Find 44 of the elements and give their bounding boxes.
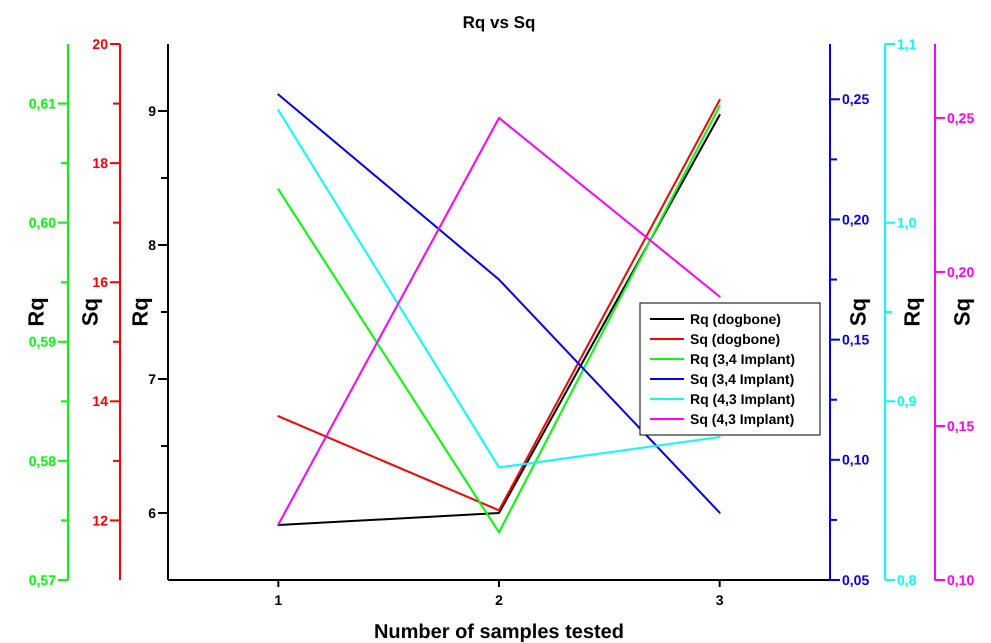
y-tick-label: 0,20: [842, 211, 870, 228]
y2-tick-label: 12: [92, 512, 108, 528]
y3-tick-label: 0,58: [28, 452, 56, 469]
legend-label: Sq (3,4 Implant): [690, 370, 794, 387]
x-axis-title: Number of samples tested: [374, 621, 624, 643]
y2-tick-label: 1,1: [897, 36, 917, 52]
x-tick-label: 2: [495, 592, 504, 608]
y3-axis-title: Sq: [950, 298, 975, 326]
y3-tick-label: 0,10: [947, 572, 974, 588]
y3-tick-label: 0,60: [28, 214, 56, 231]
y-tick-label: 0,15: [842, 332, 870, 348]
y-tick-label: 0,10: [842, 452, 870, 468]
legend-label: Rq (dogbone): [690, 310, 781, 327]
legend-label: Rq (3,4 Implant): [690, 350, 796, 367]
y-tick-label: 0,05: [842, 572, 870, 588]
y3-tick-label: 0,57: [28, 572, 56, 588]
y-axis-title: Rq: [128, 297, 153, 327]
y2-tick-label: 16: [92, 274, 108, 290]
y3-tick-label: 0,20: [947, 264, 974, 280]
y-tick-label: 6: [148, 504, 156, 521]
y-tick-label: 8: [148, 236, 156, 253]
y2-tick-label: 18: [92, 155, 108, 172]
y-axis-title: Sq: [846, 298, 871, 326]
chart-title: Rq vs Sq: [462, 13, 536, 32]
legend-label: Sq (dogbone): [690, 330, 780, 347]
y-tick-label: 7: [148, 370, 156, 387]
y3-tick-label: 0,61: [28, 95, 56, 112]
y2-tick-label: 0,8: [897, 572, 917, 588]
legend-label: Rq (4,3 Implant): [690, 390, 796, 407]
y2-axis-title: Sq: [78, 298, 103, 326]
y2-tick-label: 1,0: [897, 214, 917, 231]
y2-tick-label: 0,9: [897, 393, 917, 410]
y3-tick-label: 0,15: [947, 418, 974, 434]
y-tick-label: 0,25: [842, 91, 870, 108]
y3-tick-label: 0,25: [947, 110, 974, 126]
y2-tick-label: 14: [92, 393, 108, 410]
y-tick-label: 9: [148, 102, 156, 119]
y2-axis-title: Rq: [900, 297, 925, 327]
legend-label: Sq (4,3 Implant): [690, 410, 794, 427]
y3-axis-title: Rq: [24, 297, 49, 327]
x-tick-label: 1: [274, 592, 282, 608]
x-tick-label: 3: [716, 592, 724, 608]
y3-tick-label: 0,59: [28, 334, 56, 350]
y2-tick-label: 20: [92, 36, 108, 52]
